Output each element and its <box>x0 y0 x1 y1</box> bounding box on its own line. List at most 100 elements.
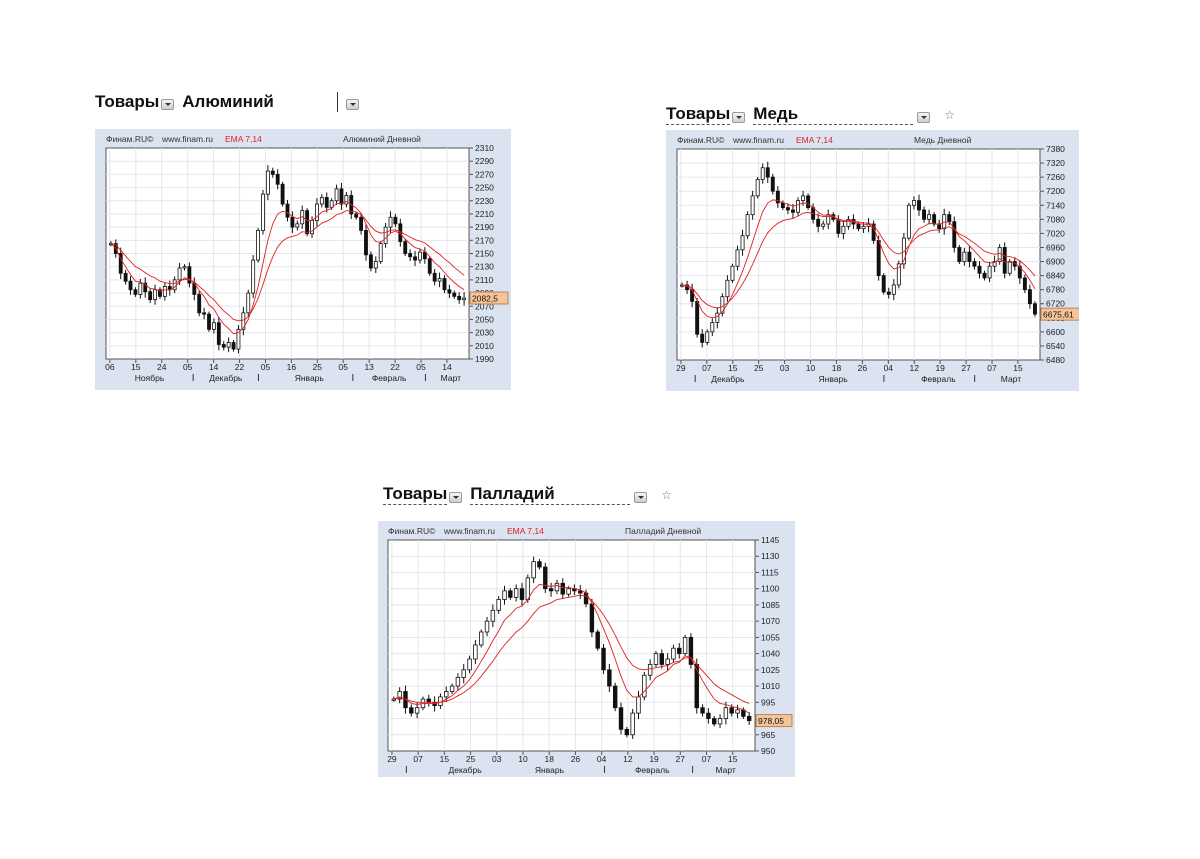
candle-body <box>133 289 138 295</box>
candle-body <box>364 230 368 256</box>
candle-body <box>143 282 148 293</box>
y-tick-label: 7200 <box>1046 186 1065 196</box>
candle-body <box>932 214 937 225</box>
y-tick-label: 1010 <box>761 681 780 691</box>
y-tick-label: 6840 <box>1046 271 1065 281</box>
candle-body <box>437 278 442 282</box>
candle-body <box>285 203 290 218</box>
candle-body <box>755 179 760 197</box>
candle-body <box>354 213 359 218</box>
candle-body <box>705 331 710 343</box>
candle-body <box>414 707 420 714</box>
instrument-label[interactable]: Палладий <box>470 484 631 505</box>
instrument-dropdown-button[interactable] <box>346 99 360 110</box>
candle-body <box>211 322 216 330</box>
candle-body <box>1002 247 1007 274</box>
candle-body <box>578 590 583 594</box>
category-dropdown-button[interactable] <box>732 112 746 123</box>
instrument-label[interactable]: Медь <box>753 104 914 125</box>
copper-chart-panel: Финам.RU© www.finam.ru EMA 7,14 Медь Дневно… <box>666 130 1079 391</box>
candle-body <box>836 218 841 234</box>
candle-body <box>462 297 467 301</box>
candle-body <box>906 204 911 239</box>
candle-body <box>694 664 699 709</box>
y-tick-label: 1145 <box>761 535 780 545</box>
candle-body <box>861 225 866 230</box>
candle-body <box>537 561 542 568</box>
candle-body <box>821 223 826 227</box>
candle-body <box>461 669 466 678</box>
candle-body <box>891 284 896 295</box>
candle-body <box>790 209 795 213</box>
candle-body <box>118 253 123 274</box>
copper-selector: Товары Медь ☆ <box>666 103 955 125</box>
candle-body <box>982 272 987 279</box>
candle-body <box>1027 289 1032 305</box>
candle-body <box>403 241 408 254</box>
candle-body <box>856 223 861 230</box>
candle-body <box>334 188 339 202</box>
candle-body <box>543 566 548 590</box>
x-tick-label: 15 <box>728 363 738 373</box>
candle-body <box>770 176 775 192</box>
candle-body <box>295 223 300 228</box>
candle-body <box>484 620 490 633</box>
category-dropdown-button[interactable] <box>449 492 463 503</box>
candle-body <box>1032 303 1037 315</box>
x-tick-label: 13 <box>364 362 374 372</box>
chart-title: Палладий Дневной <box>625 526 701 536</box>
x-tick-label: 04 <box>597 754 607 764</box>
candle-body <box>138 282 143 295</box>
candle-body <box>177 267 182 281</box>
candle-body <box>647 664 653 676</box>
candle-body <box>671 647 676 660</box>
candle-body <box>796 200 800 213</box>
candle-body <box>344 195 349 205</box>
candle-body <box>952 221 957 248</box>
aluminum-chart-panel: Финам.RU© www.finam.ru EMA 7,14 Алюминий Дн… <box>95 129 511 390</box>
candle-body <box>368 254 373 269</box>
category-dropdown-button[interactable] <box>161 99 175 110</box>
category-label[interactable]: Товары <box>666 104 731 125</box>
candle-body <box>378 243 383 262</box>
y-tick-label: 2210 <box>475 209 494 219</box>
candle-body <box>947 214 952 223</box>
instrument-dropdown-button[interactable] <box>634 492 648 503</box>
candle-body <box>265 170 270 195</box>
candle-body <box>901 237 906 265</box>
x-tick-label: 27 <box>676 754 686 764</box>
candle-body <box>735 249 740 267</box>
x-tick-label: 05 <box>339 362 349 372</box>
candle-body <box>607 669 612 687</box>
x-tick-label: 15 <box>1013 363 1023 373</box>
last-value-label: 978,05 <box>758 716 784 726</box>
candle-body <box>1022 277 1027 291</box>
candle-body <box>383 226 388 245</box>
y-tick-label: 7020 <box>1046 228 1065 238</box>
candle-body <box>319 197 324 205</box>
header-source: Финам.RU© <box>677 135 725 145</box>
candle-body <box>388 216 393 228</box>
category-label[interactable]: Товары <box>95 92 160 111</box>
candle-body <box>937 223 942 230</box>
x-tick-label: 12 <box>910 363 920 373</box>
month-label: Март <box>441 373 461 383</box>
plot-area <box>387 539 756 752</box>
instrument-label[interactable]: Алюминий <box>182 92 339 112</box>
favorite-star-icon[interactable]: ☆ <box>944 108 956 122</box>
candle-body <box>427 258 432 274</box>
category-label[interactable]: Товары <box>383 484 448 505</box>
candle-body <box>785 207 790 211</box>
y-tick-label: 2150 <box>475 249 494 259</box>
x-tick-label: 26 <box>571 754 581 764</box>
month-label: Февраль <box>921 374 956 384</box>
candle-body <box>715 312 720 323</box>
ema-14-line <box>681 212 1036 309</box>
instrument-dropdown-button[interactable] <box>917 112 931 123</box>
candle-body <box>275 173 280 185</box>
x-tick-label: 22 <box>235 362 245 372</box>
candle-body <box>775 190 780 204</box>
favorite-star-icon[interactable]: ☆ <box>661 488 673 502</box>
candle-body <box>490 609 496 622</box>
last-value-box <box>469 291 509 305</box>
